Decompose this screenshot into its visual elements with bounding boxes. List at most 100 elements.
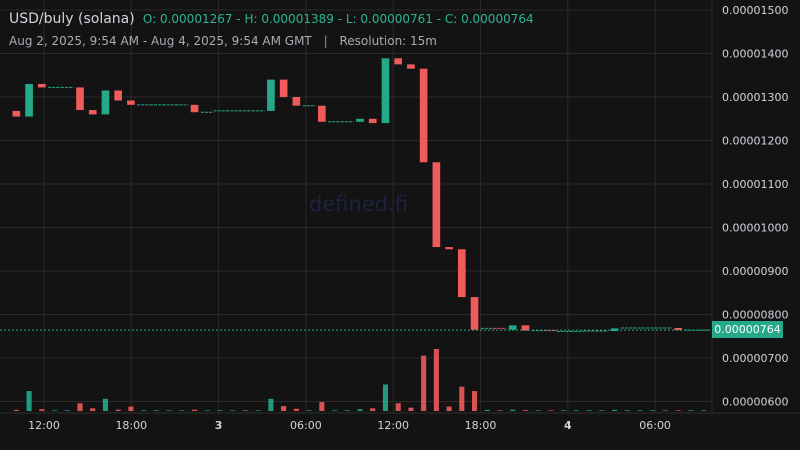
volume-bar: [128, 406, 134, 411]
volume-bar: [382, 384, 388, 411]
volume-bar: [90, 408, 96, 411]
x-tick-label: 06:00: [290, 419, 322, 432]
volume-bar: [510, 409, 516, 411]
candle: [419, 68, 428, 163]
x-tick-label: 18:00: [115, 419, 147, 432]
volume-bar: [179, 410, 185, 411]
volume-bar: [344, 410, 350, 411]
candle: [88, 110, 97, 115]
volume-bar: [624, 410, 630, 411]
title-line: USD/buly (solana) O: 0.00001267 - H: 0.0…: [9, 10, 534, 29]
candle: [407, 64, 415, 69]
subtitle-line: Aug 2, 2025, 9:54 AM - Aug 4, 2025, 9:54…: [9, 34, 534, 48]
volume-bar: [370, 408, 376, 411]
y-tick-label: 0.00001100: [722, 178, 788, 191]
last-price-label: 0.00000764: [712, 321, 783, 338]
y-tick-label: 0.00001200: [722, 135, 788, 148]
candlestick-series: [12, 58, 710, 332]
candle: [356, 118, 364, 122]
volume-bar: [535, 410, 541, 411]
volume-bar: [472, 391, 478, 411]
volume-bar: [497, 410, 503, 411]
volume-bar: [637, 410, 643, 411]
volume-bar: [395, 403, 401, 411]
separator: |: [323, 34, 328, 48]
volume-bar: [153, 410, 159, 411]
candle: [368, 118, 377, 124]
volume-bar: [446, 406, 452, 411]
x-tick-label: 06:00: [639, 419, 671, 432]
candle: [521, 325, 530, 331]
volume-bar: [204, 410, 210, 411]
resolution-label: Resolution: 15m: [339, 34, 437, 48]
candle: [508, 325, 517, 330]
x-tick-label: 12:00: [28, 419, 60, 432]
volume-bar: [268, 398, 274, 411]
x-tick-label: 18:00: [465, 419, 497, 432]
volume-bar: [192, 409, 198, 411]
volume-bar: [102, 398, 108, 411]
candle: [292, 97, 301, 106]
candle: [445, 247, 453, 250]
x-tick-label: 4: [564, 419, 572, 432]
volume-bar: [281, 406, 287, 411]
y-tick-label: 0.00001300: [722, 91, 788, 104]
candle: [610, 328, 619, 332]
candle: [76, 87, 84, 111]
y-tick-label: 0.00000800: [722, 309, 788, 322]
time-axis[interactable]: 12:00 18:00 3 06:00 12:00 18:00 4 06:00: [28, 419, 671, 432]
volume-bar: [64, 410, 70, 411]
volume-bar: [459, 386, 465, 411]
y-tick-label: 0.00001000: [722, 222, 788, 235]
volume-bar: [77, 403, 83, 411]
y-tick-label: 0.00000600: [722, 396, 788, 409]
y-tick-label: 0.00000700: [722, 352, 788, 365]
candle: [432, 162, 441, 248]
volume-bar: [662, 410, 668, 411]
volume-bar: [141, 410, 147, 411]
ohlc-values: O: 0.00001267 - H: 0.00001389 - L: 0.000…: [142, 12, 534, 26]
volume-bar: [612, 409, 618, 411]
y-tick-label: 0.00000900: [722, 265, 788, 278]
volume-bar: [357, 409, 363, 411]
candle: [279, 79, 288, 97]
volume-bar: [599, 410, 605, 411]
candle: [114, 90, 122, 101]
volume-bar: [306, 410, 312, 411]
candle: [470, 297, 479, 330]
x-tick-label: 12:00: [377, 419, 409, 432]
volume-bar: [675, 410, 681, 411]
volume-bar: [166, 410, 172, 411]
volume-bar: [255, 410, 261, 411]
candle: [12, 110, 21, 117]
chart-legend: USD/buly (solana) O: 0.00001267 - H: 0.0…: [9, 10, 534, 48]
volume-bar: [433, 349, 439, 411]
y-tick-label: 0.00001400: [722, 48, 788, 61]
candle: [127, 100, 135, 105]
volume-bar: [701, 410, 707, 411]
volume-bar: [484, 409, 490, 411]
chart-grid: [0, 0, 712, 413]
candle: [267, 79, 275, 111]
candle: [101, 90, 110, 115]
date-range: Aug 2, 2025, 9:54 AM - Aug 4, 2025, 9:54…: [9, 34, 312, 48]
volume-bars: [13, 349, 707, 411]
volume-bar: [26, 391, 32, 411]
price-axis[interactable]: 0.00000600 0.00000700 0.00000800 0.00000900…: [722, 4, 788, 409]
volume-bar: [242, 410, 248, 411]
candle: [38, 83, 46, 88]
volume-bar: [688, 410, 694, 411]
watermark: defined.fi: [309, 192, 408, 216]
volume-bar: [586, 410, 592, 411]
volume-bar: [561, 410, 567, 411]
candle: [318, 105, 326, 122]
candle: [674, 327, 682, 331]
x-tick-label: 3: [215, 419, 223, 432]
volume-bar: [293, 408, 299, 411]
candle: [25, 83, 33, 117]
volume-bar: [332, 410, 338, 411]
candle: [394, 58, 402, 65]
volume-bar: [230, 410, 236, 411]
volume-bar: [421, 355, 427, 411]
